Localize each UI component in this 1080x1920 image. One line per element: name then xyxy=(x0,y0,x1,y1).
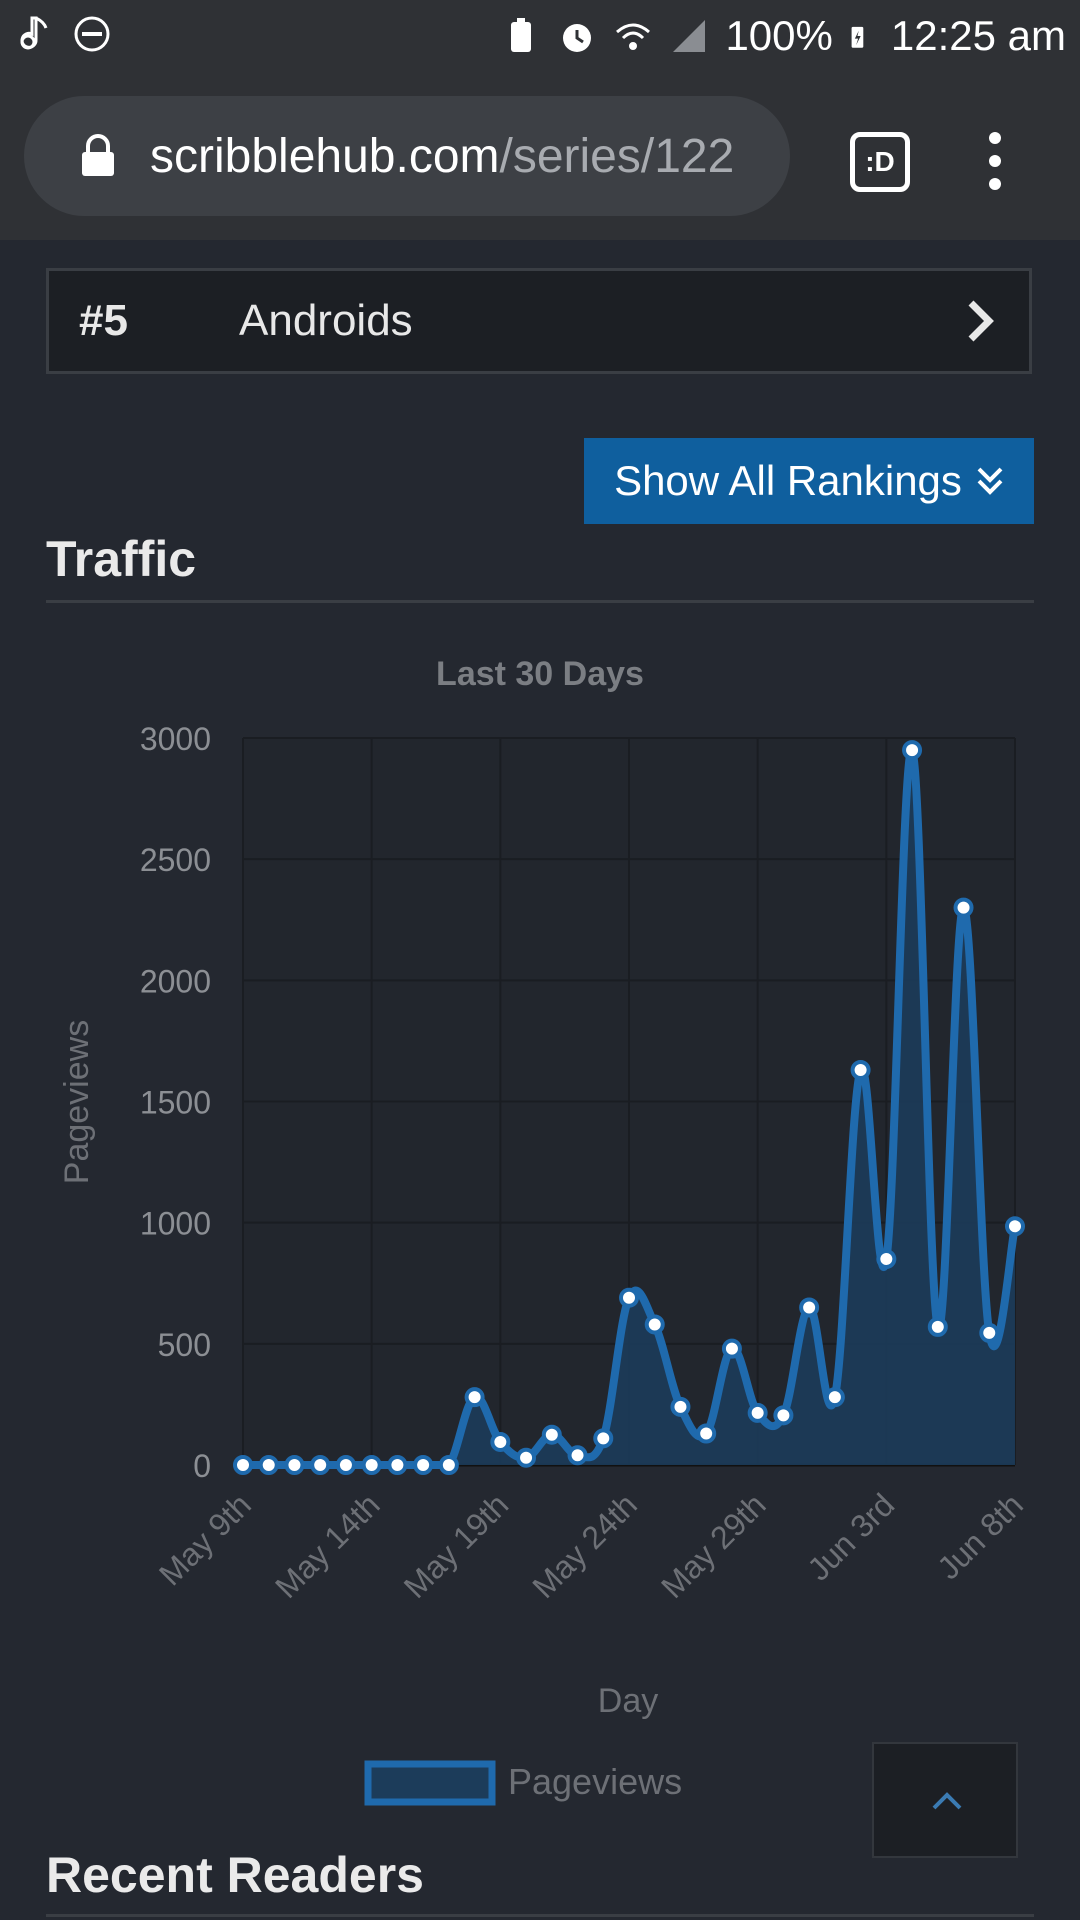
y-tick-label: 2500 xyxy=(140,842,211,878)
back-to-top-button[interactable] xyxy=(872,1742,1018,1858)
data-point xyxy=(284,1455,305,1475)
data-point xyxy=(644,1314,665,1335)
data-point xyxy=(541,1424,562,1445)
music-note-icon xyxy=(20,16,48,50)
x-tick-label: Jun 3rd xyxy=(800,1486,901,1587)
data-point xyxy=(670,1396,691,1417)
show-all-rankings-label: Show All Rankings xyxy=(614,457,962,504)
url-text: scribblehub.com/series/122 xyxy=(150,129,750,184)
cellular-signal-icon xyxy=(673,20,706,52)
y-tick-label: 500 xyxy=(158,1327,211,1363)
data-point xyxy=(824,1387,845,1408)
data-point xyxy=(696,1423,717,1444)
y-tick-label: 1500 xyxy=(140,1085,211,1121)
data-point xyxy=(1005,1216,1025,1237)
data-point xyxy=(593,1428,614,1449)
legend-label: Pageviews xyxy=(508,1761,682,1802)
y-tick-label: 0 xyxy=(193,1448,211,1484)
data-point xyxy=(438,1455,459,1475)
status-bar: 100% 12:25 am xyxy=(0,0,1080,76)
data-point xyxy=(850,1059,871,1080)
chevron-up-icon xyxy=(932,1792,962,1810)
legend-swatch xyxy=(364,1760,496,1806)
url-domain: scribblehub.com xyxy=(150,129,500,183)
ranking-row[interactable]: #5 Androids xyxy=(46,268,1032,374)
battery-charging-icon xyxy=(851,26,864,48)
x-tick-label: May 19th xyxy=(397,1486,516,1605)
wifi-icon xyxy=(616,23,651,50)
rank-category: Androids xyxy=(239,296,413,345)
data-point xyxy=(747,1402,768,1423)
data-point xyxy=(335,1455,356,1475)
chevron-right-icon xyxy=(968,300,994,342)
pageviews-area xyxy=(243,749,1015,1465)
double-chevron-down-icon xyxy=(977,467,1003,495)
traffic-divider xyxy=(46,600,1034,603)
data-point xyxy=(490,1431,511,1452)
data-point xyxy=(721,1338,742,1359)
lock-icon xyxy=(82,134,114,176)
alarm-icon xyxy=(563,24,592,52)
x-tick-label: May 14th xyxy=(268,1486,387,1605)
data-point xyxy=(233,1455,253,1475)
y-axis-label: Pageviews xyxy=(58,1020,96,1184)
data-point xyxy=(876,1249,897,1270)
clock-time: 12:25 am xyxy=(890,12,1066,59)
data-point xyxy=(567,1445,588,1466)
recent-readers-heading: Recent Readers xyxy=(46,1847,424,1903)
data-point xyxy=(619,1287,639,1308)
browser-toolbar: scribblehub.com/series/122 :D xyxy=(0,76,1080,240)
data-point xyxy=(258,1455,279,1475)
traffic-chart: 0 500 1000 1500 2000 2500 3000 May 9th May 14th M… xyxy=(0,640,1080,1820)
data-point xyxy=(927,1316,948,1337)
tab-switcher-button[interactable]: :D xyxy=(850,132,910,192)
x-axis-label: Day xyxy=(598,1682,658,1720)
address-bar[interactable]: scribblehub.com/series/122 xyxy=(24,96,790,216)
do-not-disturb-icon xyxy=(74,16,110,52)
traffic-heading: Traffic xyxy=(46,531,197,587)
data-point xyxy=(953,897,974,918)
y-tick-label: 3000 xyxy=(140,721,211,757)
data-point xyxy=(902,740,923,761)
battery-percent: 100% xyxy=(725,12,833,59)
y-tick-label: 1000 xyxy=(140,1206,211,1242)
data-point xyxy=(387,1455,408,1475)
data-point xyxy=(773,1405,794,1426)
battery-saver-icon xyxy=(511,18,532,52)
data-point xyxy=(310,1455,331,1475)
data-point xyxy=(979,1322,1000,1343)
data-point xyxy=(516,1447,537,1468)
data-point xyxy=(464,1387,485,1408)
data-point xyxy=(413,1455,434,1475)
data-point xyxy=(361,1455,382,1475)
rank-number: #5 xyxy=(79,296,128,345)
overflow-menu-icon[interactable] xyxy=(980,126,1010,196)
x-tick-label: May 9th xyxy=(152,1486,258,1592)
recent-readers-divider xyxy=(46,1914,1034,1917)
x-tick-label: Jun 8th xyxy=(930,1486,1030,1586)
x-tick-label: May 29th xyxy=(654,1486,773,1605)
url-path: /series/122 xyxy=(499,129,735,183)
chart-title: Last 30 Days xyxy=(436,655,644,693)
x-tick-label: May 24th xyxy=(525,1486,644,1605)
data-point xyxy=(799,1297,820,1318)
show-all-rankings-button[interactable]: Show All Rankings xyxy=(584,438,1034,524)
y-tick-label: 2000 xyxy=(140,963,211,999)
